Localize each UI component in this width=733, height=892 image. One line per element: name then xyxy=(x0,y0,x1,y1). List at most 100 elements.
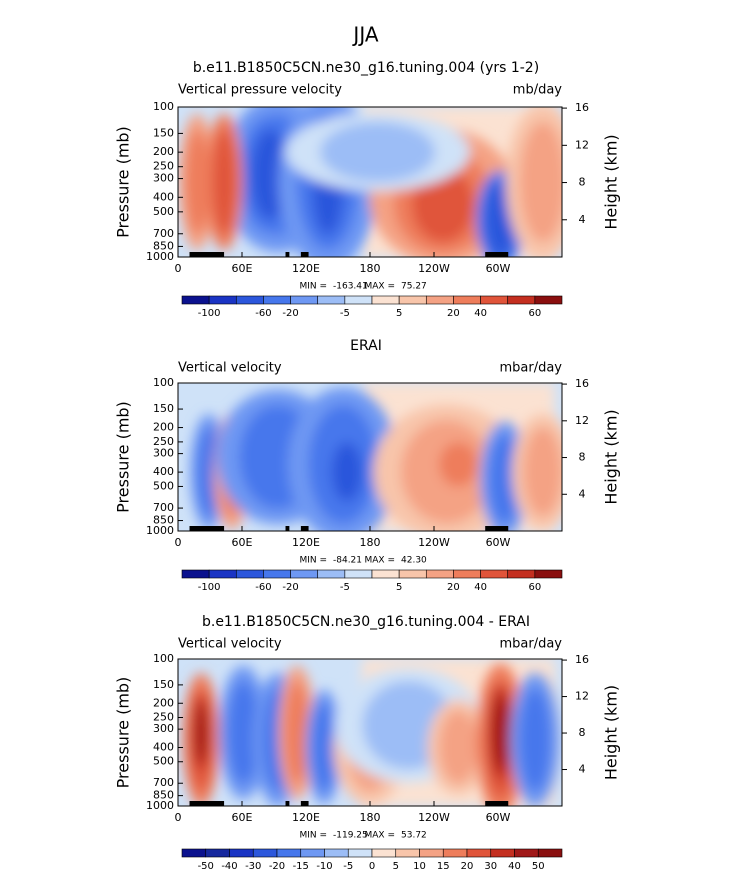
max-value: 53.72 xyxy=(401,831,427,841)
colorbar-box xyxy=(490,848,515,858)
colorbar-label: -100 xyxy=(198,582,221,593)
field-blob xyxy=(285,681,309,784)
panel-title: b.e11.B1850C5CN.ne30_g16.tuning.004 (yrs… xyxy=(193,60,539,76)
colorbar-box xyxy=(208,295,237,305)
y-axis-title: Pressure (mb) xyxy=(114,126,133,238)
y-tick-label: 200 xyxy=(153,145,174,158)
x-tick-label: 0 xyxy=(175,536,182,549)
figure-title: JJA xyxy=(351,23,378,47)
y-tick-label: 850 xyxy=(153,239,174,252)
colorbar-box xyxy=(466,848,492,858)
y2-tick-label: 8 xyxy=(579,726,586,739)
x-tick-label: 0 xyxy=(175,811,182,824)
terrain xyxy=(189,252,221,257)
y2-tick-label: 16 xyxy=(575,653,589,666)
colorbar-box xyxy=(181,569,210,579)
colorbar-box xyxy=(425,295,454,305)
colorbar-box xyxy=(235,295,264,305)
y-tick-label: 1000 xyxy=(146,799,174,812)
colorbar-box xyxy=(480,295,509,305)
colorbar-box xyxy=(425,569,454,579)
units-label: mb/day xyxy=(513,83,563,98)
y2-axis-title: Height (km) xyxy=(602,409,621,504)
y2-tick-label: 16 xyxy=(575,377,589,390)
x-tick-label: 120W xyxy=(418,536,450,549)
colorbar-label: -60 xyxy=(255,308,271,319)
colorbar-label: 5 xyxy=(396,582,402,593)
y-tick-label: 300 xyxy=(153,172,174,185)
y2-tick-label: 4 xyxy=(579,213,586,226)
x-tick-label: 120E xyxy=(292,262,320,275)
colorbar-box xyxy=(534,295,563,305)
x-tick-label: 60W xyxy=(486,262,511,275)
y-tick-label: 850 xyxy=(153,514,174,527)
terrain xyxy=(189,526,221,531)
y2-tick-label: 16 xyxy=(575,101,589,114)
colorbar-box xyxy=(344,569,373,579)
colorbar-label: -15 xyxy=(293,861,309,872)
colorbar-box xyxy=(442,848,468,858)
min-value: -84.21 xyxy=(333,556,362,566)
colorbar-label: 40 xyxy=(508,861,521,872)
colorbar-box xyxy=(398,295,427,305)
colorbar-box xyxy=(453,569,481,579)
terrain xyxy=(300,526,309,531)
y-tick-label: 500 xyxy=(153,205,174,218)
colorbar-box xyxy=(507,295,536,305)
colorbar-label: -20 xyxy=(282,582,298,593)
y-tick-label: 250 xyxy=(153,160,174,173)
colorbar-label: 60 xyxy=(528,308,541,319)
blobs xyxy=(182,663,560,806)
colorbar-box xyxy=(181,848,207,858)
colorbar-label: 20 xyxy=(447,308,460,319)
y-tick-label: 250 xyxy=(153,710,174,723)
terrain xyxy=(189,801,221,806)
colorbar-box xyxy=(371,569,400,579)
y-tick-label: 400 xyxy=(153,190,174,203)
colorbar-box xyxy=(317,295,346,305)
colorbar-label: 5 xyxy=(396,308,402,319)
colorbar-box xyxy=(507,569,536,579)
colorbar-box xyxy=(317,569,346,579)
terrain xyxy=(300,801,309,806)
colorbar-box xyxy=(398,569,427,579)
field-label: Vertical velocity xyxy=(178,361,282,376)
x-tick-label: 180 xyxy=(360,811,381,824)
terrain xyxy=(209,252,217,257)
colorbar-label: -10 xyxy=(316,861,332,872)
colorbar-label: 10 xyxy=(413,861,426,872)
field-blob xyxy=(412,167,474,242)
y2-tick-label: 4 xyxy=(579,763,586,776)
contour-field xyxy=(178,107,562,257)
terrain xyxy=(285,801,290,806)
colorbar-box xyxy=(324,848,349,858)
max-label: MAX = xyxy=(365,831,396,841)
field-blob xyxy=(489,434,520,524)
y-tick-label: 700 xyxy=(153,227,174,240)
y2-tick-label: 12 xyxy=(575,414,589,427)
colorbar-box xyxy=(290,295,319,305)
y-tick-label: 300 xyxy=(153,722,174,735)
x-tick-label: 120W xyxy=(418,811,450,824)
terrain xyxy=(209,526,217,531)
x-tick-label: 0 xyxy=(175,262,182,275)
max-label: MAX = xyxy=(365,282,396,292)
field-label: Vertical velocity xyxy=(178,637,282,652)
colorbar-label: 40 xyxy=(474,308,487,319)
colorbar-box xyxy=(395,848,420,858)
colorbar-label: -20 xyxy=(269,861,285,872)
max-label: MAX = xyxy=(365,556,396,566)
terrain xyxy=(485,526,509,531)
y-axis-title: Pressure (mb) xyxy=(114,401,133,513)
panel-title: ERAI xyxy=(350,338,382,354)
y-tick-label: 1000 xyxy=(146,524,174,537)
y2-tick-label: 12 xyxy=(575,690,589,703)
colorbar-label: 0 xyxy=(369,861,375,872)
colorbar-box xyxy=(290,569,319,579)
y-tick-label: 100 xyxy=(153,376,174,389)
colorbar-box xyxy=(453,295,481,305)
colorbar-box xyxy=(371,295,400,305)
colorbar-box xyxy=(263,295,291,305)
field-blob xyxy=(320,122,436,182)
y-tick-label: 850 xyxy=(153,789,174,802)
